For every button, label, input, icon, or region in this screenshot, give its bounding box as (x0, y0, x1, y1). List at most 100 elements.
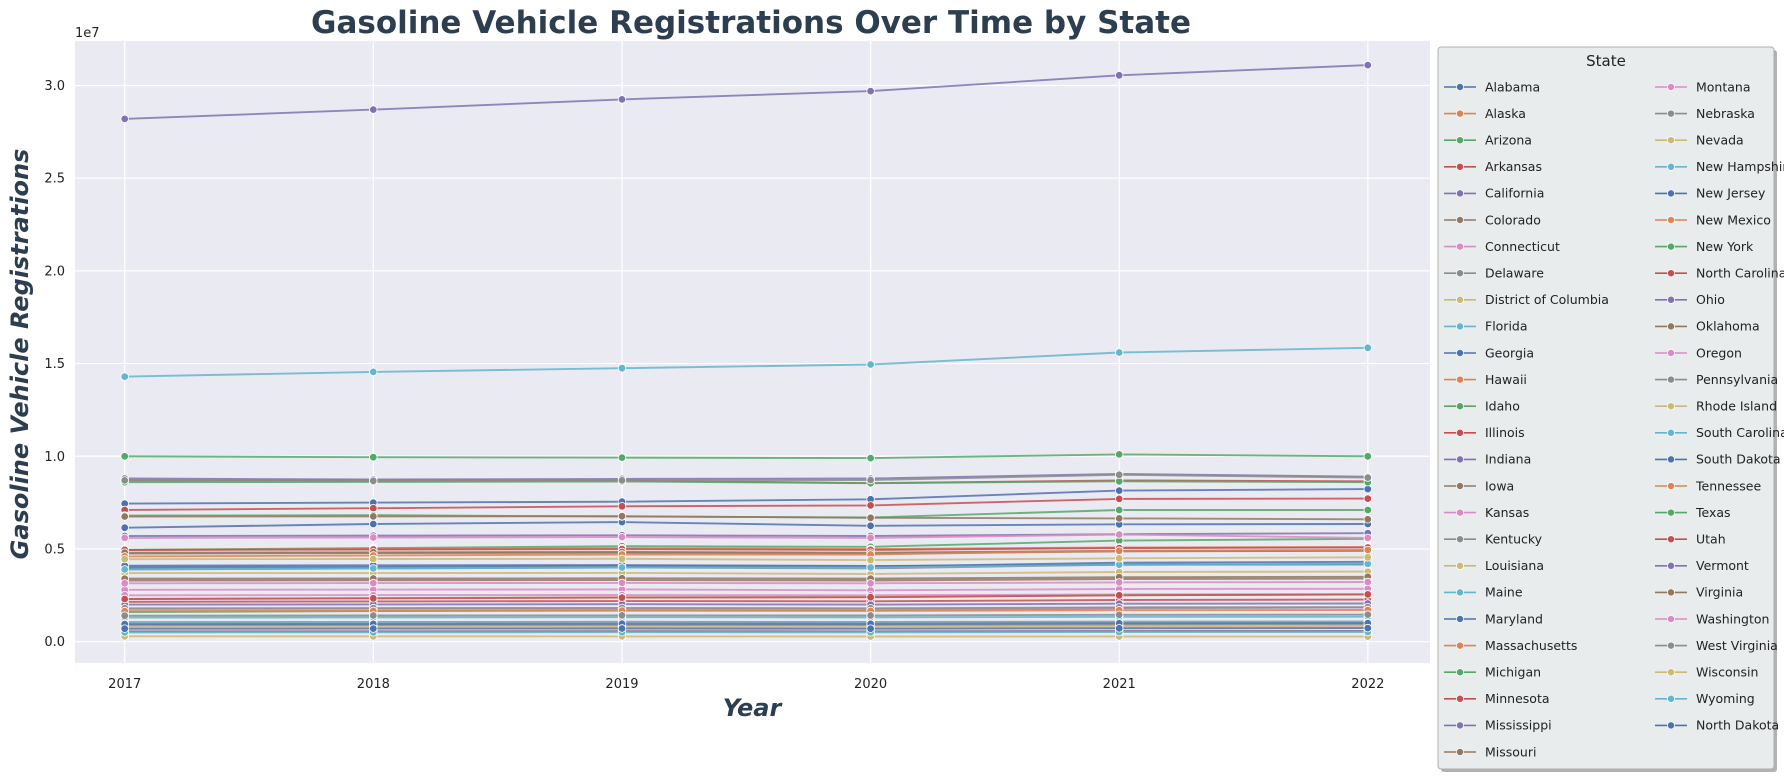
legend-item: New Mexico (1655, 212, 1771, 227)
legend-item: Connecticut (1444, 239, 1560, 254)
y-axis-offset-text: 1e7 (75, 26, 100, 41)
legend-item: Georgia (1444, 345, 1534, 360)
series-new-york (120, 450, 1372, 463)
legend-label: Nevada (1696, 133, 1744, 148)
legend-label: Kansas (1485, 505, 1529, 520)
data-point (866, 475, 875, 485)
legend-label: Rhode Island (1696, 399, 1777, 414)
series-line (124, 473, 1368, 482)
legend-item: Florida (1444, 319, 1528, 334)
legend-label: Illinois (1485, 425, 1525, 440)
legend-item: Maryland (1444, 611, 1543, 626)
data-point (120, 476, 129, 485)
data-point (369, 519, 378, 529)
data-point (617, 624, 627, 633)
legend-label: Minnesota (1485, 691, 1550, 706)
legend-label: Florida (1485, 319, 1528, 334)
legend-marker-swatch (1667, 641, 1675, 650)
series-line (124, 570, 1368, 575)
legend-item: Iowa (1444, 478, 1514, 493)
legend-marker-swatch (1456, 508, 1464, 517)
data-point (617, 593, 627, 602)
legend-label: Wyoming (1696, 691, 1755, 706)
data-point (1363, 553, 1372, 562)
legend-item: Indiana (1444, 452, 1531, 467)
legend-item: North Dakota (1655, 718, 1779, 733)
legend-label: North Carolina (1696, 266, 1784, 281)
legend-marker-swatch (1456, 295, 1464, 304)
legend-item: Kansas (1444, 505, 1529, 520)
legend-item: Ohio (1655, 292, 1725, 307)
data-point (866, 360, 875, 369)
legend-item: Nevada (1655, 133, 1744, 148)
legend-item: Tennessee (1655, 478, 1761, 493)
legend-marker-swatch (1667, 482, 1675, 490)
series-oregon (120, 577, 1372, 588)
legend-label: Kentucky (1485, 532, 1543, 547)
legend-marker-swatch (1667, 455, 1675, 464)
y-tick-label: 2.0 (44, 264, 65, 279)
series-washington (120, 530, 1372, 543)
legend-marker-swatch (1456, 109, 1464, 118)
series-line (124, 602, 1368, 606)
legend-item: Kentucky (1444, 532, 1543, 547)
data-point (617, 563, 627, 572)
series-line (124, 587, 1368, 592)
data-point (1114, 505, 1124, 515)
legend-label: New Jersey (1696, 186, 1766, 201)
legend-item: Washington (1655, 611, 1769, 626)
data-point (1363, 577, 1372, 587)
legend-marker-swatch (1667, 83, 1675, 91)
y-tick-label: 0.0 (44, 635, 65, 650)
legend-marker-swatch (1667, 588, 1675, 597)
legend-marker-swatch (1456, 322, 1464, 331)
legend-marker-swatch (1456, 269, 1464, 278)
data-point (617, 532, 627, 542)
data-point (120, 372, 129, 381)
series-line (124, 575, 1368, 580)
axes: 0.0 0.5 1.0 1.5 2.0 2.5 3.0 2017 2018 2019 2020 202… (44, 79, 1384, 692)
legend-label: Indiana (1485, 452, 1531, 467)
legend-label: Missouri (1485, 744, 1536, 759)
series-line (124, 548, 1368, 558)
series-line (124, 521, 1368, 529)
legend-item: Pennsylvania (1655, 372, 1778, 387)
y-tick-label: 3.0 (44, 79, 65, 94)
data-point (866, 533, 875, 543)
legend-marker-swatch (1456, 641, 1464, 650)
y-tick-label: 0.5 (44, 542, 65, 557)
legend-item: Hawaii (1444, 372, 1527, 387)
series-line (124, 581, 1368, 585)
data-point (1363, 590, 1372, 599)
legend-item: Virginia (1655, 585, 1743, 600)
legend-box (1437, 46, 1775, 770)
legend-label: Texas (1695, 505, 1731, 520)
series-virginia (120, 512, 1372, 524)
legend-marker-swatch (1667, 668, 1675, 677)
legend-item: Idaho (1444, 399, 1520, 414)
data-point (617, 453, 627, 462)
legend-label: Alaska (1485, 106, 1526, 121)
chart-title: Gasoline Vehicle Registrations Over Time… (311, 5, 1191, 41)
legend-label: Virginia (1696, 585, 1743, 600)
data-point (120, 512, 129, 521)
legend-label: South Dakota (1696, 452, 1781, 467)
legend-marker-swatch (1667, 136, 1675, 145)
legend-marker-swatch (1667, 269, 1675, 278)
data-point (120, 611, 129, 620)
legend-label: Wisconsin (1696, 665, 1758, 680)
legend-item: West Virginia (1655, 638, 1778, 653)
series-line (124, 556, 1368, 562)
data-point (617, 578, 627, 588)
legend-label: Hawaii (1485, 372, 1527, 387)
y-tick-label: 2.5 (44, 172, 65, 187)
legend: State Alabama Alaska Arizona Arkansas Califo… (1437, 46, 1784, 772)
data-point (866, 555, 875, 565)
series-line (124, 346, 1368, 378)
legend-item: Rhode Island (1655, 399, 1777, 414)
data-point (866, 521, 875, 530)
series-line (124, 497, 1368, 511)
legend-label: Iowa (1485, 478, 1514, 493)
series-florida (120, 343, 1372, 381)
legend-marker-swatch (1456, 535, 1464, 544)
